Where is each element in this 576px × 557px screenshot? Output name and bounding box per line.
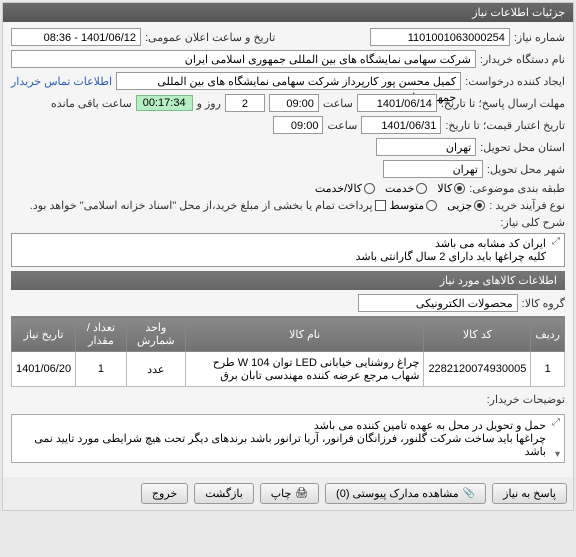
days-field: 2 — [225, 94, 265, 112]
reply-label: پاسخ به نیاز — [503, 487, 556, 500]
attach-label: مشاهده مدارک پیوستی (0) — [336, 487, 459, 500]
back-button[interactable]: بازگشت — [194, 483, 254, 504]
deadline-date: 1401/06/14 — [357, 94, 437, 112]
cell-name: چراغ روشنایی خیابانی LED توان W 104 طرح … — [185, 352, 424, 387]
attachment-icon: 📎 — [463, 488, 475, 499]
remain-label: ساعت باقی مانده — [51, 97, 132, 110]
radio-kala[interactable] — [454, 183, 465, 194]
scroll-down-icon[interactable]: ▾ — [555, 449, 560, 460]
creator-field: کمیل محسن پور کارپرداز شرکت سهامی نمایشگ… — [116, 72, 461, 90]
table-header-row: ردیف کد کالا نام کالا واحد شمارش تعداد /… — [12, 317, 565, 352]
radio-service-label: خدمت — [385, 182, 414, 195]
form-area: سامانه تدارکات الکترونیکی دولت ۰۲۱-۸۸۲۰ … — [3, 22, 573, 477]
creator-label: ایجاد کننده درخواست: — [465, 75, 565, 88]
col-name: نام کالا — [185, 317, 424, 352]
col-date: تاریخ نیاز — [12, 317, 76, 352]
radio-both-label: کالا/خدمت — [315, 182, 362, 195]
validity-label: تاریخ اعتبار قیمت؛ تا تاریخ: — [445, 119, 565, 132]
col-code: کد کالا — [424, 317, 531, 352]
province-label: استان محل تحویل: — [480, 141, 565, 154]
expand-icon[interactable]: ⤢ — [552, 236, 560, 247]
print-button[interactable]: 🖨چاپ — [260, 483, 319, 504]
buyer-notes-label: توضیحات خریدار: — [487, 393, 565, 406]
need-no-label: شماره نیاز: — [514, 31, 565, 44]
cell-date: 1401/06/20 — [12, 352, 76, 387]
process-label: نوع فرآیند خرید : — [489, 199, 565, 212]
radio-low[interactable] — [474, 200, 485, 211]
group-label: گروه کالا: — [522, 297, 565, 310]
desc-text: ایران کد مشابه می باشد کلیه چراغها باید … — [356, 238, 546, 263]
desc-textarea[interactable]: ⤢ ایران کد مشابه می باشد کلیه چراغها بای… — [11, 233, 565, 267]
desc-label: شرح کلی نیاز: — [500, 216, 565, 229]
reply-button[interactable]: پاسخ به نیاز — [492, 483, 567, 504]
buyer-notes-box[interactable]: ⤢ حمل و تحویل در محل به عهده تامین کننده… — [11, 414, 565, 463]
announce-label: تاریخ و ساعت اعلان عمومی: — [145, 31, 275, 44]
panel-title: جزئیات اطلاعات نیاز — [3, 3, 573, 22]
items-header: اطلاعات کالاهای مورد نیاز — [11, 271, 565, 290]
cell-code: 2282120074930005 — [424, 352, 531, 387]
payment-checkbox[interactable] — [375, 200, 386, 211]
print-icon: 🖨 — [295, 488, 308, 499]
deadline-label: مهلت ارسال پاسخ؛ تا تاریخ: — [441, 97, 565, 110]
footer-buttons: پاسخ به نیاز 📎 مشاهده مدارک پیوستی (0) 🖨چ… — [3, 477, 573, 510]
radio-mid[interactable] — [426, 200, 437, 211]
back-label: بازگشت — [205, 487, 243, 500]
group-field: محصولات الکترونیکی — [358, 294, 518, 312]
class-label: طبقه بندی موضوعی: — [469, 182, 565, 195]
close-label: خروج — [152, 487, 177, 500]
col-qty: تعداد / مقدار — [76, 317, 127, 352]
days-label: روز و — [197, 97, 221, 110]
process-radio-group: جزیی متوسط — [390, 199, 486, 212]
time-label-2: ساعت — [327, 119, 357, 132]
buyer-notes-text: حمل و تحویل در محل به عهده تامین کننده م… — [34, 420, 546, 458]
city-label: شهر محل تحویل: — [487, 163, 565, 176]
col-row: ردیف — [531, 317, 565, 352]
attach-button[interactable]: 📎 مشاهده مدارک پیوستی (0) — [325, 483, 486, 504]
radio-mid-label: متوسط — [390, 199, 425, 212]
expand-icon-2[interactable]: ⤢ — [552, 417, 560, 428]
cell-row: 1 — [531, 352, 565, 387]
province-field: تهران — [376, 138, 476, 156]
radio-kala-label: کالا — [437, 182, 452, 195]
class-radio-group: کالا خدمت کالا/خدمت — [315, 182, 465, 195]
radio-low-label: جزیی — [447, 199, 472, 212]
details-panel: جزئیات اطلاعات نیاز سامانه تدارکات الکتر… — [2, 2, 574, 511]
time-label-1: ساعت — [323, 97, 353, 110]
close-button[interactable]: خروج — [141, 483, 188, 504]
cell-unit: عدد — [126, 352, 185, 387]
validity-time: 09:00 — [273, 116, 323, 134]
buyer-label: نام دستگاه خریدار: — [480, 53, 565, 66]
buyer-field: شرکت سهامی نمایشگاه های بین المللی جمهور… — [11, 50, 476, 68]
cell-qty: 1 — [76, 352, 127, 387]
print-label: چاپ — [271, 487, 292, 500]
col-unit: واحد شمارش — [126, 317, 185, 352]
deadline-time: 09:00 — [269, 94, 319, 112]
contact-link[interactable]: اطلاعات تماس خریدار — [11, 75, 112, 88]
radio-service[interactable] — [416, 183, 427, 194]
payment-note: پرداخت تمام یا بخشی از مبلغ خرید،از محل … — [30, 199, 373, 212]
need-no-field: 1101001063000254 — [370, 28, 510, 46]
validity-date: 1401/06/31 — [361, 116, 441, 134]
city-field: تهران — [383, 160, 483, 178]
announce-field: 1401/06/12 - 08:36 — [11, 28, 141, 46]
table-row[interactable]: 1 2282120074930005 چراغ روشنایی خیابانی … — [12, 352, 565, 387]
radio-both[interactable] — [364, 183, 375, 194]
countdown: 00:17:34 — [136, 95, 193, 111]
items-table: ردیف کد کالا نام کالا واحد شمارش تعداد /… — [11, 316, 565, 387]
